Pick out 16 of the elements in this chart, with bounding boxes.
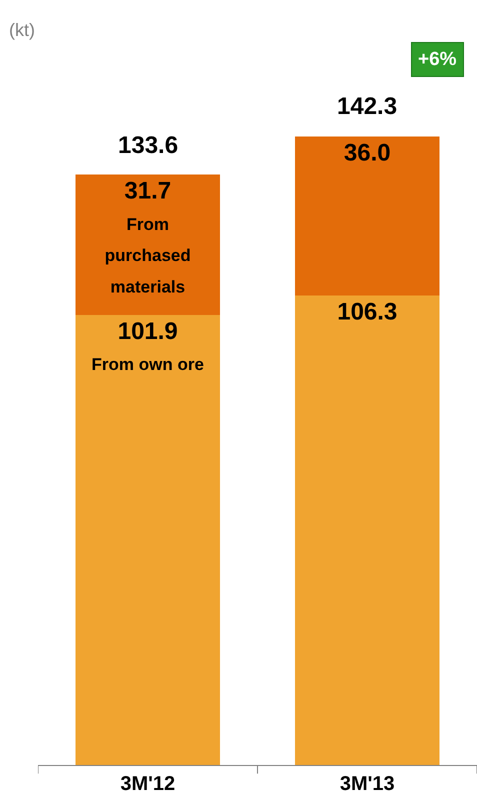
total-label: 133.6 <box>118 132 178 159</box>
data-label: 106.3 <box>337 298 398 326</box>
bar <box>294 295 440 765</box>
text: (kt) <box>9 20 35 40</box>
data-label: 36.0 <box>344 139 391 166</box>
data-label: 101.9 <box>118 318 178 345</box>
bar <box>294 136 440 296</box>
series-label: From purchased materials <box>104 214 191 296</box>
series-label: From own ore <box>92 355 204 374</box>
data-label: 31.7 <box>124 178 172 205</box>
text: +6% <box>418 49 457 70</box>
bar <box>75 174 220 315</box>
total-label: 142.3 <box>337 93 398 120</box>
x-tick-label: 3M'12 <box>120 773 176 795</box>
bar <box>75 314 220 765</box>
x-tick-label: 3M'13 <box>340 773 395 795</box>
